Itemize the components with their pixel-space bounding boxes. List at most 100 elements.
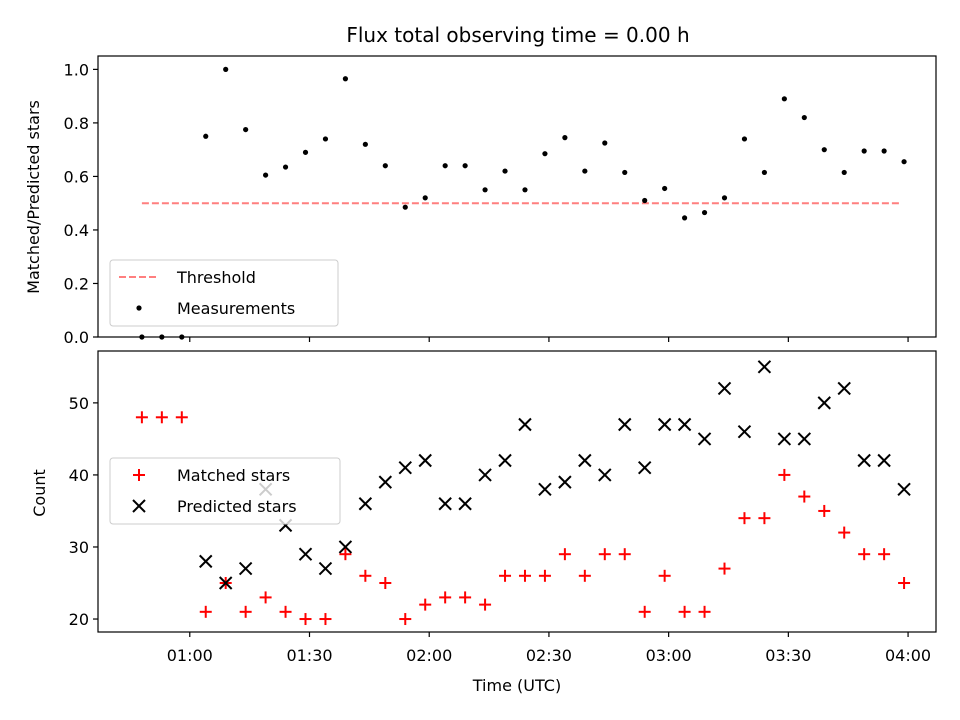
legend-measurements-swatch xyxy=(136,305,142,311)
measurement-point xyxy=(263,172,269,178)
matched-star-point xyxy=(738,512,751,525)
measurement-point xyxy=(302,149,309,155)
top-axes-frame xyxy=(97,55,937,338)
matched-star-point xyxy=(598,548,611,561)
legend-matched-label: Matched stars xyxy=(177,466,290,485)
top-y-tick-label: 0.8 xyxy=(64,114,89,133)
predicted-star-point xyxy=(757,360,772,374)
measurement-point xyxy=(901,159,907,165)
x-tick-label: 02:30 xyxy=(526,646,572,665)
matched-star-point xyxy=(778,468,791,481)
measurement-point xyxy=(442,163,448,169)
legend-threshold-label: Threshold xyxy=(176,268,256,287)
matched-star-point xyxy=(155,411,168,424)
top-y-tick-label: 0.6 xyxy=(64,167,89,186)
matched-star-point xyxy=(135,411,148,424)
matched-star-point xyxy=(239,605,252,618)
matched-star-point xyxy=(479,598,492,611)
predicted-star-point xyxy=(877,453,891,468)
predicted-star-point xyxy=(637,461,652,475)
predicted-star-point xyxy=(378,475,393,489)
measurement-point xyxy=(841,169,847,176)
measurement-point xyxy=(243,126,249,133)
chart-title: Flux total observing time = 0.00 h xyxy=(346,23,689,47)
bottom-y-tick-label: 50 xyxy=(69,394,89,413)
top-y-tick-label: 1.0 xyxy=(64,60,89,79)
bottom-series-group xyxy=(135,360,911,626)
measurement-point xyxy=(741,136,748,142)
matched-star-point xyxy=(718,562,731,575)
predicted-star-point xyxy=(777,432,792,446)
matched-star-point xyxy=(399,613,412,626)
matched-star-point xyxy=(858,548,871,561)
x-tick-label: 03:30 xyxy=(765,646,811,665)
measurement-point xyxy=(781,96,787,102)
predicted-star-point xyxy=(338,540,353,554)
matched-star-point xyxy=(678,605,691,618)
predicted-star-point xyxy=(598,468,612,482)
measurement-point xyxy=(402,204,408,210)
top-y-tick-label: 0.2 xyxy=(64,274,89,293)
predicted-star-point xyxy=(418,453,432,468)
matched-star-point xyxy=(199,605,212,618)
matched-star-point xyxy=(518,569,531,582)
predicted-star-point xyxy=(578,453,592,468)
matched-star-point xyxy=(818,504,831,517)
predicted-star-point xyxy=(677,417,692,432)
legend-measurements-label: Measurements xyxy=(177,299,295,318)
matched-star-point xyxy=(698,605,711,618)
x-tick-label: 03:00 xyxy=(646,646,692,665)
matched-star-point xyxy=(439,591,452,604)
measurement-point xyxy=(642,197,648,204)
top-y-tick-label: 0.0 xyxy=(64,328,89,347)
bottom-y-ticks: 20 30 40 50 xyxy=(69,394,98,629)
measurement-point xyxy=(562,135,568,141)
measurement-point xyxy=(622,169,628,176)
measurement-point xyxy=(602,140,608,146)
measurement-point xyxy=(721,195,728,201)
measurement-point xyxy=(203,133,209,139)
bottom-legend-box xyxy=(109,457,341,525)
bottom-y-tick-label: 20 xyxy=(69,610,89,629)
predicted-star-point xyxy=(398,461,412,475)
legend-matched-swatch xyxy=(133,469,145,481)
x-tick-label: 01:00 xyxy=(167,646,213,665)
x-axis-label: Time (UTC) xyxy=(472,676,561,695)
top-legend-box xyxy=(109,259,339,327)
x-tick-label: 01:30 xyxy=(286,646,332,665)
predicted-star-point xyxy=(318,561,333,576)
predicted-star-point xyxy=(817,396,831,410)
measurement-point xyxy=(881,148,887,154)
top-y-ticks: 0.0 0.2 0.4 0.6 0.8 1.0 xyxy=(64,60,98,347)
bottom-legend: Matched stars Predicted stars xyxy=(109,457,341,525)
matched-star-point xyxy=(618,548,631,561)
x-tick-label: 04:00 xyxy=(885,646,931,665)
matched-star-point xyxy=(459,591,472,604)
bottom-y-axis-label: Count xyxy=(30,469,49,517)
predicted-star-point xyxy=(358,497,373,511)
measurement-point xyxy=(801,114,807,121)
predicted-star-point xyxy=(538,482,552,497)
measurement-point xyxy=(821,147,827,153)
x-tick-label: 02:00 xyxy=(406,646,452,665)
measurement-point xyxy=(462,163,468,169)
matched-star-point xyxy=(175,411,188,424)
predicted-star-point xyxy=(558,475,572,489)
bottom-y-tick-label: 40 xyxy=(69,466,89,485)
measurement-point xyxy=(322,136,329,142)
predicted-star-point xyxy=(518,417,532,432)
matched-star-point xyxy=(638,605,651,618)
top-series-group xyxy=(139,66,907,340)
measurement-point xyxy=(662,185,668,192)
predicted-star-point xyxy=(737,424,752,439)
measurement-point xyxy=(542,151,548,157)
matched-star-point xyxy=(339,548,352,561)
matched-star-point xyxy=(538,569,551,582)
measurement-point xyxy=(422,195,428,201)
measurement-point xyxy=(362,141,368,147)
matched-star-point xyxy=(499,569,512,582)
predicted-star-point xyxy=(797,432,812,446)
matched-star-point xyxy=(758,512,771,525)
